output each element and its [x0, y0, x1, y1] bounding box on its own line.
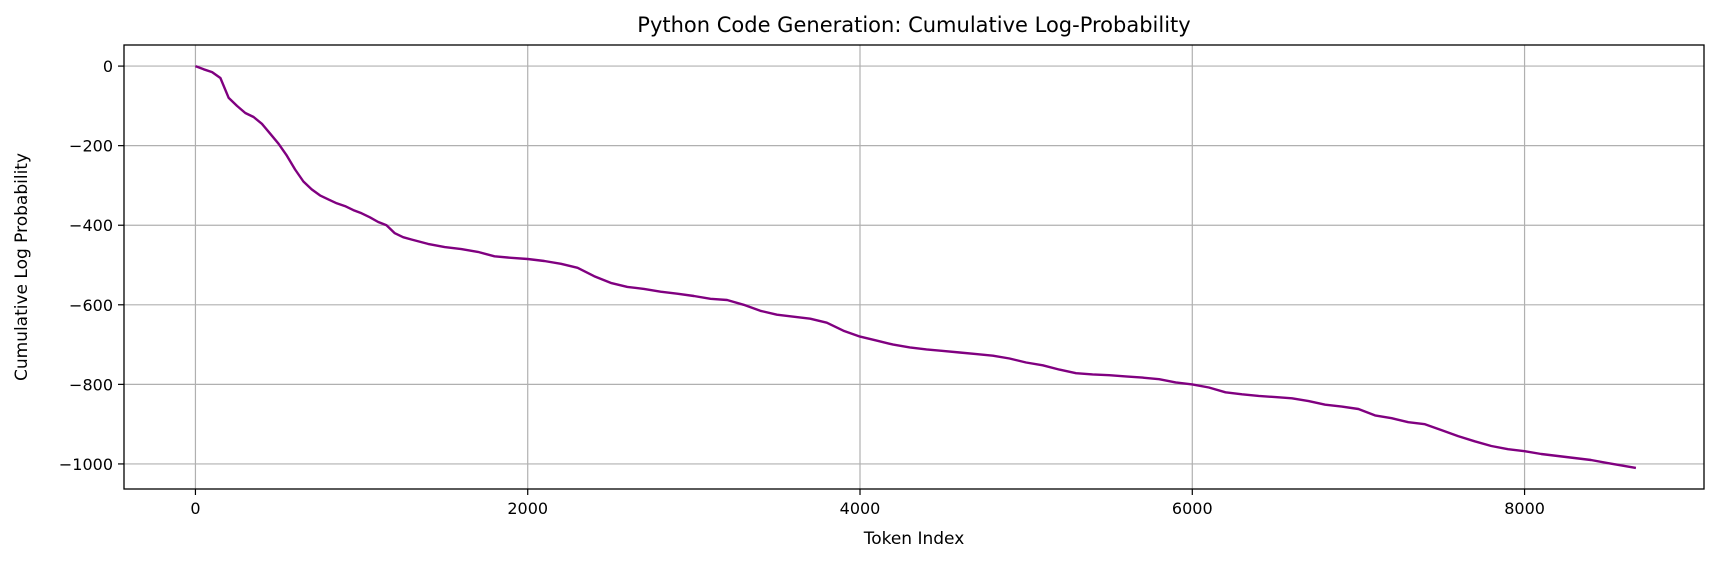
x-tick-label: 6000 — [1172, 499, 1213, 518]
y-axis-label: Cumulative Log Probability — [12, 153, 32, 381]
x-tick-label: 0 — [190, 499, 200, 518]
y-tick-label: −1000 — [59, 455, 113, 474]
series-line — [194, 64, 1637, 470]
x-tick-label: 4000 — [840, 499, 881, 518]
y-tick-label: −800 — [69, 375, 113, 394]
x-tick-label: 8000 — [1504, 499, 1545, 518]
axis-ticks: 0 2000 4000 6000 8000 0 −200 −400 −600 −800 −1000 — [59, 57, 1545, 518]
x-axis-label: Token Index — [863, 529, 965, 549]
y-tick-label: 0 — [103, 57, 113, 76]
y-tick-label: −400 — [69, 216, 113, 235]
chart-title: Python Code Generation: Cumulative Log-P… — [637, 13, 1190, 37]
grid-lines — [124, 45, 1704, 489]
y-tick-label: −600 — [69, 296, 113, 315]
x-tick-label: 2000 — [507, 499, 548, 518]
plot-area-frame — [123, 44, 1705, 490]
y-tick-label: −200 — [69, 137, 113, 156]
